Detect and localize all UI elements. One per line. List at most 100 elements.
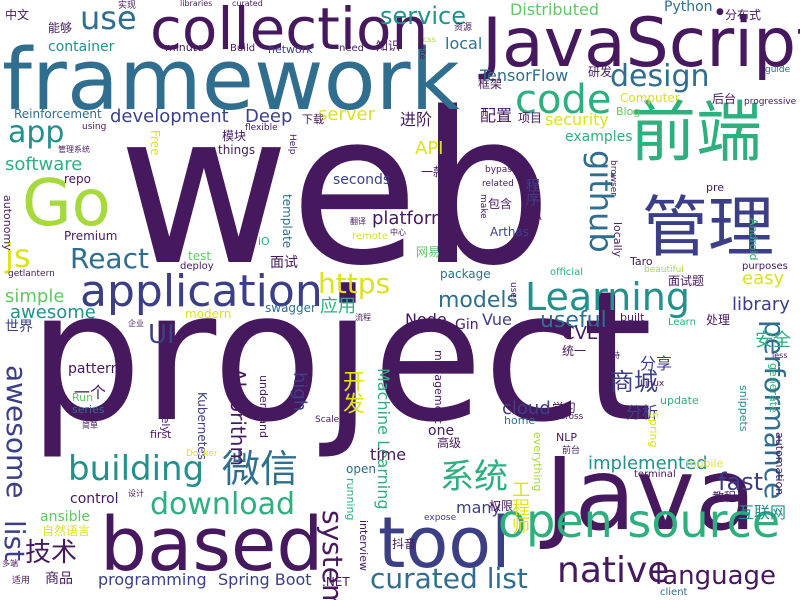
word-less: less	[772, 351, 788, 360]
word-distributed: Distributed	[510, 0, 599, 19]
word-simple: simple	[5, 286, 65, 307]
word-yingyong: 应用	[320, 296, 356, 317]
word-control: control	[70, 491, 119, 507]
word-cross: cross	[560, 412, 584, 422]
word-performance: performance	[758, 320, 791, 500]
word-algorithm: Algorithm	[226, 368, 250, 466]
word-qiye: 企业	[128, 319, 144, 328]
word-duoge: 多端	[2, 559, 18, 568]
word-zhichi: 支持	[604, 351, 620, 360]
word-baohan: 包含	[488, 197, 513, 211]
word-spring-boot: Spring Boot	[218, 570, 312, 589]
word-interview: interview	[357, 520, 370, 571]
word-site: site	[418, 45, 427, 60]
word-go: Go	[22, 167, 111, 241]
word-yanfa: 研发	[588, 65, 613, 79]
word-modern: modern	[185, 307, 232, 321]
word-web: web	[118, 67, 553, 312]
word-purposes: purposes	[742, 261, 788, 272]
word-qianduan: 前端	[630, 94, 762, 171]
word-first: first	[150, 428, 172, 441]
word-official: official	[550, 267, 583, 278]
word-local: local	[445, 34, 483, 53]
word-getlantern: getlantern	[8, 269, 55, 279]
word-seconds: seconds	[333, 172, 391, 188]
word-package: package	[440, 267, 491, 281]
word-management: management	[432, 350, 445, 424]
word-mianshiti: 面试题	[668, 274, 705, 288]
word-shixian: 实现	[118, 1, 137, 11]
word-implemented: implemented	[588, 453, 708, 474]
word-anquan: 安全	[755, 330, 791, 351]
word-kuangjia: 框架	[478, 77, 503, 91]
word-python: Python	[664, 0, 713, 15]
word-autonomy: autonomy	[1, 195, 14, 251]
word-node: Node	[405, 310, 447, 329]
word-based: based	[100, 502, 324, 588]
word-sheji: 设计	[128, 489, 144, 498]
word-models: models	[438, 288, 518, 313]
word-website: website	[145, 188, 156, 227]
word-progressive: progressive	[744, 97, 797, 107]
word-use: use	[80, 0, 137, 37]
word-react: React	[70, 242, 149, 275]
word-library: library	[732, 294, 790, 315]
word-patterns: patterns	[68, 361, 127, 377]
word-chengxu: 程序	[524, 178, 540, 206]
word-blog: Blog	[616, 105, 641, 118]
word-need: need	[339, 43, 364, 54]
word-fast: fast	[718, 468, 764, 496]
word-many: many	[456, 498, 501, 517]
word-https: https	[318, 267, 391, 300]
word-time: time	[370, 445, 407, 464]
word-ziranyuyan: 自然语言	[42, 524, 91, 538]
word-project: project	[28, 253, 653, 462]
word-weixin: 微信	[222, 447, 299, 491]
word-yige: 一个	[74, 383, 107, 402]
word-guanli: 管理	[642, 189, 774, 266]
word-test: test	[188, 249, 212, 263]
word-swagger: swagger	[265, 301, 316, 315]
word-machine-learning: Machine Learning	[374, 368, 393, 510]
word-zhongwen: 中文	[5, 8, 30, 22]
word-premium: Premium	[64, 229, 118, 243]
word-docker: Docker	[186, 449, 218, 459]
word-api: API	[415, 138, 444, 159]
word-awesome-vertical: awesome	[0, 365, 33, 499]
word-net: .NET	[322, 575, 350, 589]
word-shangcheng: 商城	[610, 368, 658, 396]
word-generate: generate	[767, 363, 780, 413]
word-dot: ●	[716, 7, 724, 17]
word-client: client	[660, 587, 688, 598]
word-guanlixitong: 管理系统	[58, 145, 90, 154]
word-user: user	[508, 282, 518, 302]
word-network: network	[268, 43, 313, 56]
word-gaoji: 高级	[437, 436, 462, 450]
word-help: Help	[287, 134, 297, 155]
word-related: related	[482, 179, 514, 189]
word-ansible: ansible	[40, 509, 91, 525]
word-xuexi: 学习	[552, 401, 577, 415]
word-running: running	[344, 478, 357, 521]
word-shiyong: 适用	[12, 576, 31, 586]
word-collection: collection	[150, 0, 429, 63]
word-useful: useful	[540, 308, 607, 333]
word-taro: Taro	[630, 255, 653, 268]
word-server: server	[318, 104, 375, 125]
word-minute: minute	[165, 41, 204, 54]
word-service: service	[380, 2, 466, 30]
word-building: building	[68, 449, 205, 489]
word-home: home	[504, 414, 536, 427]
word-shangpin: 商品	[45, 571, 73, 587]
word-linux: Linux	[640, 379, 665, 389]
word-xiangmu: 项目	[518, 111, 543, 125]
word-mianshi: 面试	[270, 255, 298, 271]
word-system: system	[316, 510, 349, 600]
word-nengou: 能够	[48, 21, 73, 35]
word-yikuan: 一款	[421, 165, 446, 179]
word-curated: curated	[232, 0, 263, 8]
word-update: update	[660, 394, 699, 407]
word-vue: Vue	[482, 310, 512, 329]
word-container: container	[48, 39, 115, 55]
word-kaifa: 开发	[339, 370, 364, 414]
